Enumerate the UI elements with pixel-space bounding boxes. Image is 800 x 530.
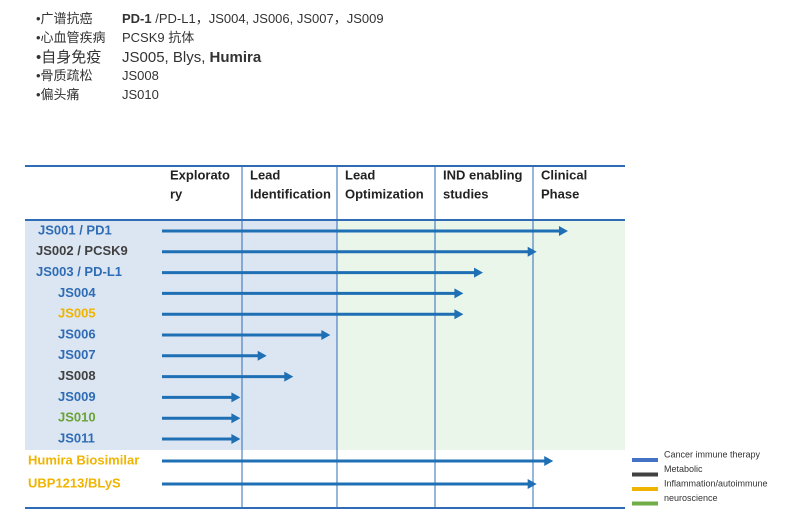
row-label: JS001 / PD1 <box>38 222 112 237</box>
stage-header: studies <box>443 186 489 201</box>
progress-arrow <box>162 246 537 257</box>
stage-header: Lead <box>345 167 375 182</box>
bullet-part: •广谱抗癌 <box>36 11 93 26</box>
bullet-line: •偏头痛 JS010 <box>36 87 159 102</box>
row-label: JS011 <box>58 430 95 445</box>
late-stage-bg <box>337 220 625 450</box>
stage-header: Optimization <box>345 186 424 201</box>
stage-header: ry <box>170 186 183 201</box>
bullet-part: •自身免疫 <box>36 49 101 66</box>
stage-header: Identification <box>250 186 331 201</box>
bullet-part: JS005, Blys, <box>122 49 210 66</box>
stage-header: Phase <box>541 186 579 201</box>
progress-arrow <box>162 226 568 236</box>
bullet-part: PD-1 <box>122 11 152 26</box>
bullet-part: •偏头痛 <box>36 87 80 102</box>
progress-arrow <box>162 371 294 382</box>
progress-arrow <box>162 413 241 424</box>
stage-header: Clinical <box>541 167 587 182</box>
legend-label: Metabolic <box>664 464 703 474</box>
bullet-line: •骨质疏松 JS008 <box>36 68 159 83</box>
bullet-part: Humira <box>210 49 262 66</box>
row-label: UBP1213/BLyS <box>28 475 121 490</box>
row-label: JS007 <box>58 347 96 362</box>
progress-arrow <box>162 330 331 340</box>
legend-label: Cancer immune therapy <box>664 449 761 459</box>
row-label: JS010 <box>58 410 96 425</box>
progress-arrow <box>162 456 554 466</box>
legend-swatch <box>632 501 658 506</box>
row-label: JS005 <box>58 306 96 321</box>
progress-arrow <box>162 479 537 489</box>
progress-arrow <box>162 288 464 299</box>
bullet-line: •自身免疫 JS005, Blys, Humira <box>36 49 262 66</box>
row-label: JS003 / PD-L1 <box>36 264 122 279</box>
row-label: JS002 / PCSK9 <box>36 243 128 258</box>
legend-label: Inflammation/autoimmune <box>664 478 768 488</box>
bullet-part: PCSK9 抗体 <box>122 30 194 45</box>
bullet-line: •心血管疾病 PCSK9 抗体 <box>36 30 194 45</box>
bullet-part: •骨质疏松 <box>36 68 93 83</box>
progress-arrow <box>162 434 241 444</box>
progress-arrow <box>162 350 267 361</box>
stage-header: Lead <box>250 167 280 182</box>
legend-label: neuroscience <box>664 493 718 503</box>
bullet-line: •广谱抗癌 PD-1 /PD-L1，JS004, JS006, JS007，JS0… <box>36 11 384 26</box>
bullet-part: /PD-L1，JS004, JS006, JS007，JS009 <box>152 11 384 26</box>
bullet-part: JS008 <box>122 68 159 83</box>
stage-header: Explorato <box>170 167 230 182</box>
row-label: JS006 <box>58 326 96 341</box>
progress-arrow <box>162 267 484 278</box>
progress-arrow <box>162 392 241 403</box>
legend-swatch <box>632 487 658 491</box>
stage-header: IND enabling <box>443 167 523 182</box>
row-label: Humira Biosimilar <box>28 452 139 467</box>
bullet-part: •心血管疾病 <box>36 30 106 45</box>
progress-arrow <box>162 309 464 320</box>
bullet-part: JS010 <box>122 87 159 102</box>
legend-swatch <box>632 472 658 477</box>
row-label: JS009 <box>58 389 96 404</box>
row-label: JS004 <box>58 285 96 300</box>
legend-swatch <box>632 458 658 462</box>
row-label: JS008 <box>58 368 96 383</box>
